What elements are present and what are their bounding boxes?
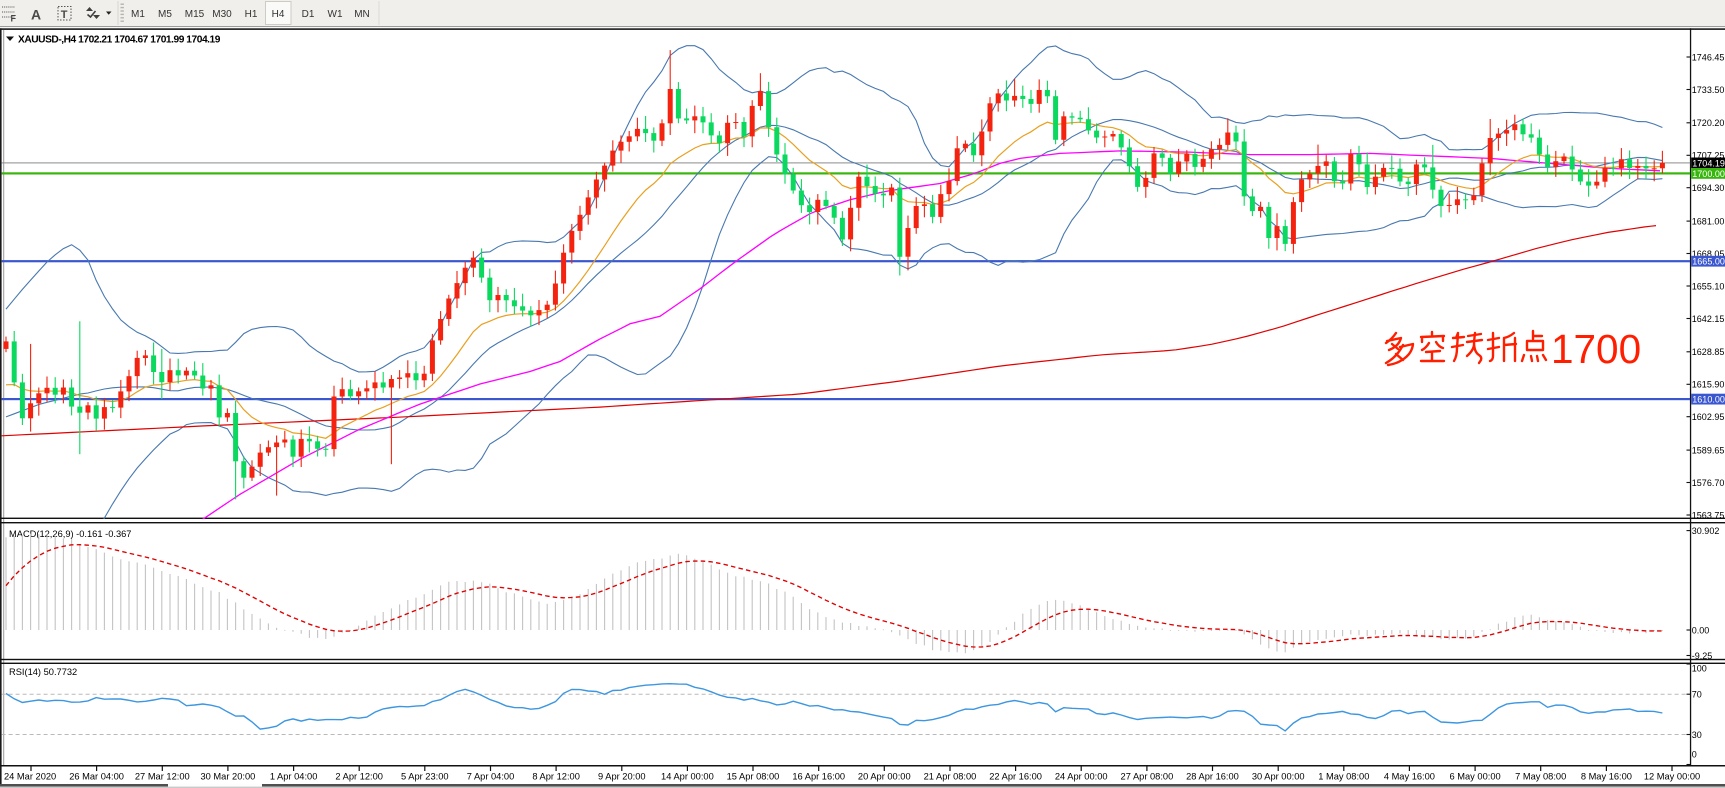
svg-text:XAUUSD-,H4 1702.21 1704.67 17: XAUUSD-,H4 1702.21 1704.67 1701.99 1704.… <box>18 34 221 45</box>
svg-text:1704.19: 1704.19 <box>1692 158 1725 168</box>
svg-text:2 Apr 12:00: 2 Apr 12:00 <box>335 772 383 782</box>
svg-text:1655.10: 1655.10 <box>1692 281 1725 291</box>
svg-text:1602.95: 1602.95 <box>1692 412 1725 422</box>
svg-text:1628.85: 1628.85 <box>1692 347 1725 357</box>
svg-text:1563.75: 1563.75 <box>1692 510 1725 520</box>
svg-text:1746.45: 1746.45 <box>1692 52 1725 62</box>
svg-text:RSI(14) 50.7732: RSI(14) 50.7732 <box>9 667 77 677</box>
svg-text:1668.05: 1668.05 <box>1692 249 1725 259</box>
svg-text:100: 100 <box>1692 664 1707 674</box>
svg-text:1694.30: 1694.30 <box>1692 183 1725 193</box>
svg-text:8 Apr 12:00: 8 Apr 12:00 <box>532 772 580 782</box>
svg-text:1707.25: 1707.25 <box>1692 151 1725 161</box>
svg-text:28 Apr 16:00: 28 Apr 16:00 <box>1186 772 1239 782</box>
svg-text:26 Mar 04:00: 26 Mar 04:00 <box>69 772 124 782</box>
svg-text:4 May 16:00: 4 May 16:00 <box>1384 772 1435 782</box>
svg-text:27 Mar 12:00: 27 Mar 12:00 <box>135 772 190 782</box>
svg-text:1720.20: 1720.20 <box>1692 118 1725 128</box>
svg-text:9 Apr 20:00: 9 Apr 20:00 <box>598 772 646 782</box>
svg-text:1 May 08:00: 1 May 08:00 <box>1318 772 1369 782</box>
svg-text:70: 70 <box>1692 690 1702 700</box>
svg-text:24 Apr 00:00: 24 Apr 00:00 <box>1055 772 1108 782</box>
svg-text:F: F <box>11 14 17 24</box>
svg-text:1610.00: 1610.00 <box>1692 395 1725 405</box>
svg-text:30: 30 <box>1692 730 1702 740</box>
svg-text:M1: M1 <box>131 9 145 20</box>
svg-text:1665.00: 1665.00 <box>1692 257 1725 267</box>
svg-text:1700.00: 1700.00 <box>1692 169 1725 179</box>
svg-text:24 Mar 2020: 24 Mar 2020 <box>4 772 56 782</box>
svg-text:W1: W1 <box>328 9 343 20</box>
svg-text:H4: H4 <box>272 9 285 20</box>
svg-text:1642.15: 1642.15 <box>1692 314 1725 324</box>
svg-text:1 Apr 04:00: 1 Apr 04:00 <box>270 772 318 782</box>
svg-text:5 Apr 23:00: 5 Apr 23:00 <box>401 772 449 782</box>
svg-text:15 Apr 08:00: 15 Apr 08:00 <box>727 772 780 782</box>
svg-text:M5: M5 <box>158 9 172 20</box>
svg-text:12 May 00:00: 12 May 00:00 <box>1644 772 1700 782</box>
svg-text:8 May 16:00: 8 May 16:00 <box>1581 772 1632 782</box>
svg-text:22 Apr 16:00: 22 Apr 16:00 <box>989 772 1042 782</box>
svg-text:30 Mar 20:00: 30 Mar 20:00 <box>201 772 256 782</box>
svg-text:16 Apr 16:00: 16 Apr 16:00 <box>792 772 845 782</box>
svg-text:1589.65: 1589.65 <box>1692 445 1725 455</box>
svg-text:6 May 00:00: 6 May 00:00 <box>1450 772 1501 782</box>
svg-text:30.902: 30.902 <box>1692 526 1720 536</box>
svg-text:14 Apr 00:00: 14 Apr 00:00 <box>661 772 714 782</box>
svg-text:M30: M30 <box>212 9 232 20</box>
svg-text:H1: H1 <box>245 9 258 20</box>
svg-text:20 Apr 00:00: 20 Apr 00:00 <box>858 772 911 782</box>
svg-text:D1: D1 <box>302 9 315 20</box>
svg-text:0: 0 <box>1692 750 1697 760</box>
svg-text:21 Apr 08:00: 21 Apr 08:00 <box>924 772 977 782</box>
svg-text:M15: M15 <box>185 9 205 20</box>
svg-text:7 Apr 04:00: 7 Apr 04:00 <box>467 772 515 782</box>
svg-text:-9.25: -9.25 <box>1692 651 1713 661</box>
svg-text:1681.00: 1681.00 <box>1692 216 1725 226</box>
svg-text:T: T <box>61 9 68 21</box>
svg-text:1733.50: 1733.50 <box>1692 85 1725 95</box>
svg-text:1615.90: 1615.90 <box>1692 380 1725 390</box>
svg-text:MACD(12,26,9) -0.161 -0.367: MACD(12,26,9) -0.161 -0.367 <box>9 529 131 539</box>
svg-text:27 Apr 08:00: 27 Apr 08:00 <box>1121 772 1174 782</box>
svg-text:30 Apr 00:00: 30 Apr 00:00 <box>1252 772 1305 782</box>
svg-text:MN: MN <box>354 9 370 20</box>
svg-text:0.00: 0.00 <box>1692 625 1710 635</box>
svg-text:A: A <box>31 7 41 23</box>
svg-text:1700: 1700 <box>1551 326 1641 372</box>
svg-text:1576.70: 1576.70 <box>1692 478 1725 488</box>
svg-text:7 May 08:00: 7 May 08:00 <box>1515 772 1566 782</box>
